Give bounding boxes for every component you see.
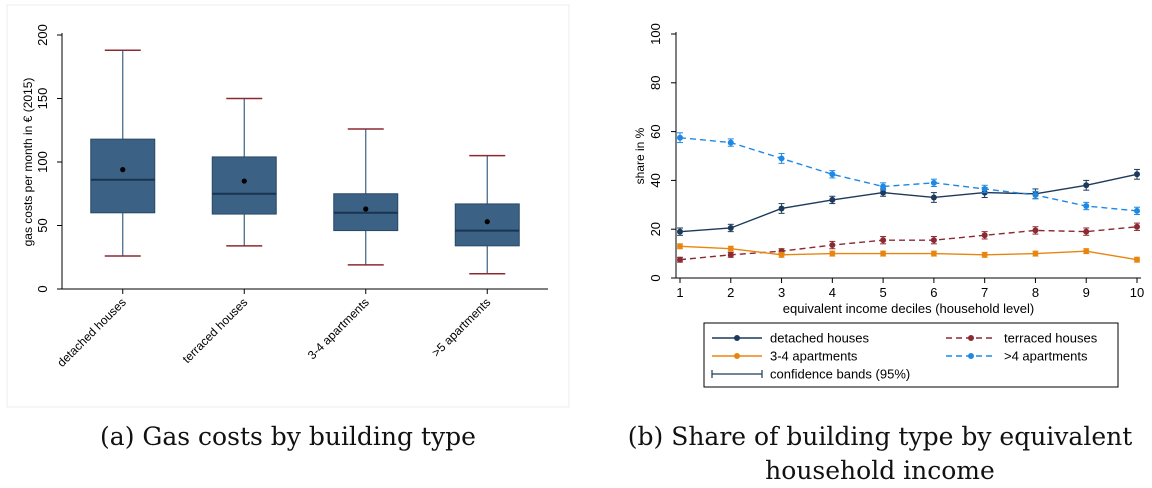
point-4-apartments-8	[1032, 192, 1039, 199]
box-5-apartments	[454, 203, 520, 247]
mean-marker-5-apartments	[484, 219, 490, 225]
x-tick-label-b-1: 1	[676, 285, 683, 300]
point-terraced-houses-6	[930, 237, 937, 244]
point-4-apartments-4	[829, 171, 836, 178]
point-4-apartments-10	[1134, 207, 1140, 214]
series-line-detached-houses	[679, 173, 1138, 233]
legend-label-detached-houses: detached houses	[770, 331, 870, 346]
mean-marker-detached-houses	[120, 167, 126, 173]
point-4-apartments-7	[981, 185, 988, 192]
legend-label-ci: confidence bands (95%)	[770, 367, 910, 382]
point-3-4-apartments-5	[880, 250, 887, 257]
point-3-4-apartments-7	[981, 251, 988, 258]
series-line-4-apartments	[679, 137, 1138, 212]
x-tick-label-b-7: 7	[981, 285, 988, 300]
point-4-apartments-1	[677, 134, 683, 141]
y-tick-label-b-80: 80	[648, 76, 663, 90]
point-detached-houses-3	[778, 205, 785, 212]
x-tick-label-b-4: 4	[829, 285, 836, 300]
point-3-4-apartments-10	[1134, 256, 1140, 263]
point-detached-houses-4	[829, 196, 836, 203]
y-tick-label-a-50: 50	[35, 218, 50, 232]
x-tick-label-b-6: 6	[930, 285, 937, 300]
legend-box	[703, 322, 1119, 388]
legend-label-terraced-houses: terraced houses	[1004, 331, 1098, 346]
x-tick-label-b-5: 5	[879, 285, 886, 300]
point-terraced-houses-5	[880, 237, 887, 244]
y-tick-label-b-40: 40	[648, 173, 663, 187]
point-detached-houses-2	[727, 224, 734, 231]
point-detached-houses-6	[930, 194, 937, 201]
point-3-4-apartments-1	[677, 243, 683, 250]
point-4-apartments-6	[930, 179, 937, 186]
mean-marker-terraced-houses	[241, 178, 247, 184]
point-terraced-houses-2	[727, 251, 734, 258]
box-terraced-houses	[211, 156, 277, 215]
point-detached-houses-5	[880, 189, 887, 196]
caption-a: (a) Gas costs by building type	[100, 422, 476, 451]
y-tick-label-b-20: 20	[648, 222, 663, 236]
point-terraced-houses-9	[1083, 228, 1090, 235]
point-terraced-houses-8	[1032, 227, 1039, 234]
caption-b: (b) Share of building type by equivalent…	[627, 422, 1133, 485]
y-tick-label-b-60: 60	[648, 124, 663, 138]
y-tick-label-a-0: 0	[35, 285, 50, 292]
point-3-4-apartments-2	[727, 245, 734, 252]
mean-marker-3-4-apartments	[363, 206, 369, 212]
series-line-3-4-apartments	[679, 245, 1138, 261]
x-tick-label-b-2: 2	[727, 285, 734, 300]
point-3-4-apartments-3	[778, 251, 785, 258]
box-detached-houses	[90, 138, 156, 214]
legend-marker-terraced-houses	[968, 335, 974, 341]
point-detached-houses-1	[677, 228, 683, 235]
box-plot-gas-costs: 0 50 100 150 200 gas costs per month in € (20…	[6, 4, 570, 408]
x-tick-label-b-8: 8	[1032, 285, 1039, 300]
y-tick-label-a-100: 100	[35, 151, 50, 173]
point-3-4-apartments-9	[1083, 248, 1090, 255]
point-3-4-apartments-6	[930, 250, 937, 257]
point-terraced-houses-7	[981, 232, 988, 239]
y-tick-label-b-100: 100	[648, 23, 663, 45]
point-4-apartments-5	[880, 183, 887, 190]
y-axis-label-b: share in %	[633, 127, 647, 184]
legend-label-4-apartments: >4 apartments	[1004, 349, 1088, 364]
series-line-terraced-houses	[679, 226, 1138, 261]
point-terraced-houses-10	[1134, 223, 1140, 230]
y-axis-label-a: gas costs per month in € (2015)	[21, 78, 35, 247]
point-4-apartments-2	[727, 139, 734, 146]
point-terraced-houses-1	[677, 256, 683, 263]
point-4-apartments-3	[778, 155, 785, 162]
legend-marker-4-apartments	[968, 353, 974, 359]
legend-label-3-4-apartments: 3-4 apartments	[770, 349, 858, 364]
point-terraced-houses-4	[829, 242, 836, 249]
x-tick-label-b-9: 9	[1083, 285, 1090, 300]
line-chart-building-share: 0 20 40 60 80 100 share in % 1 2 3 4 5 6 7 8 9 10 equival…	[633, 23, 1144, 388]
y-tick-label-b-0: 0	[648, 274, 663, 281]
y-tick-label-a-150: 150	[35, 88, 50, 110]
legend-marker-3-4-apartments	[734, 353, 740, 359]
x-tick-label-b-10: 10	[1130, 285, 1144, 300]
legend-marker-detached-houses	[734, 335, 740, 341]
y-tick-label-a-200: 200	[35, 24, 50, 46]
legend-b: detached houses terraced houses 3-4 apartm…	[703, 322, 1119, 388]
point-detached-houses-9	[1083, 182, 1090, 189]
point-3-4-apartments-8	[1032, 250, 1039, 257]
point-4-apartments-9	[1083, 203, 1090, 210]
point-3-4-apartments-4	[829, 250, 836, 257]
x-axis-label-b: equivalent income deciles (household lev…	[783, 301, 1034, 316]
point-detached-houses-10	[1134, 171, 1140, 178]
x-tick-label-b-3: 3	[778, 285, 785, 300]
